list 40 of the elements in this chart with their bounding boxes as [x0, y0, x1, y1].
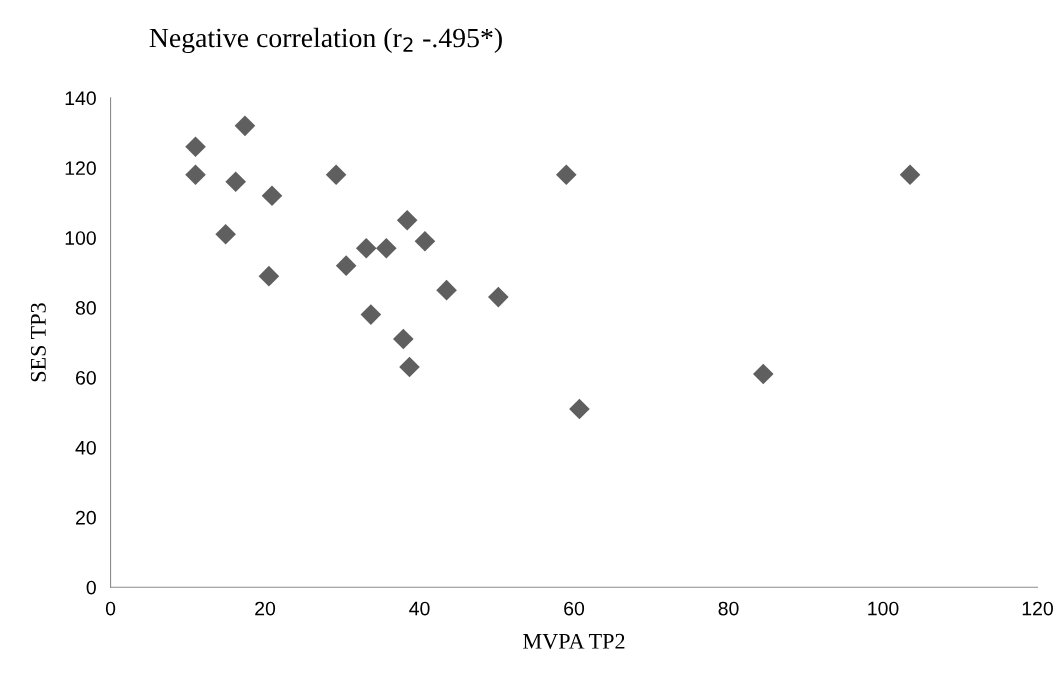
point: [488, 286, 509, 308]
y-tick-label: 0: [86, 580, 96, 595]
point: [414, 230, 436, 252]
y-tick-label: 100: [65, 231, 96, 245]
point: [261, 185, 283, 207]
point: [185, 136, 206, 158]
point: [569, 398, 590, 420]
x-axis-title: MVPA TP2: [523, 633, 625, 649]
point: [225, 171, 246, 193]
point: [399, 356, 420, 378]
point: [185, 164, 206, 186]
point: [436, 279, 457, 301]
point: [215, 223, 236, 245]
x-tick-label: 120: [1022, 601, 1053, 616]
x-tick-label: 100: [868, 601, 899, 616]
point: [752, 363, 774, 385]
point: [335, 255, 357, 276]
y-tick-label: 20: [76, 510, 96, 525]
x-tick-label: 80: [718, 601, 739, 616]
y-tick-label: 120: [65, 161, 96, 176]
point: [396, 209, 418, 231]
x-tick-label: 20: [255, 601, 276, 616]
y-tick-label: 140: [65, 91, 96, 106]
x-tick-label: 60: [564, 601, 585, 616]
x-tick-label: 0: [105, 601, 116, 616]
point: [234, 115, 256, 137]
y-tick-label: 40: [75, 440, 96, 455]
point: [325, 164, 347, 186]
chart-title: Negative correlation (r$_{2}$ -.495*): [149, 27, 502, 54]
y-tick-label: 60: [76, 370, 96, 385]
point: [355, 237, 377, 259]
y-axis-title: SES TP3: [30, 303, 46, 382]
point: [899, 164, 921, 186]
y-tick-label: 80: [75, 301, 96, 315]
point: [258, 265, 280, 287]
point: [360, 304, 382, 325]
point: [393, 328, 414, 350]
x-tick-label: 40: [409, 601, 430, 616]
point: [376, 237, 397, 259]
point: [556, 164, 577, 186]
